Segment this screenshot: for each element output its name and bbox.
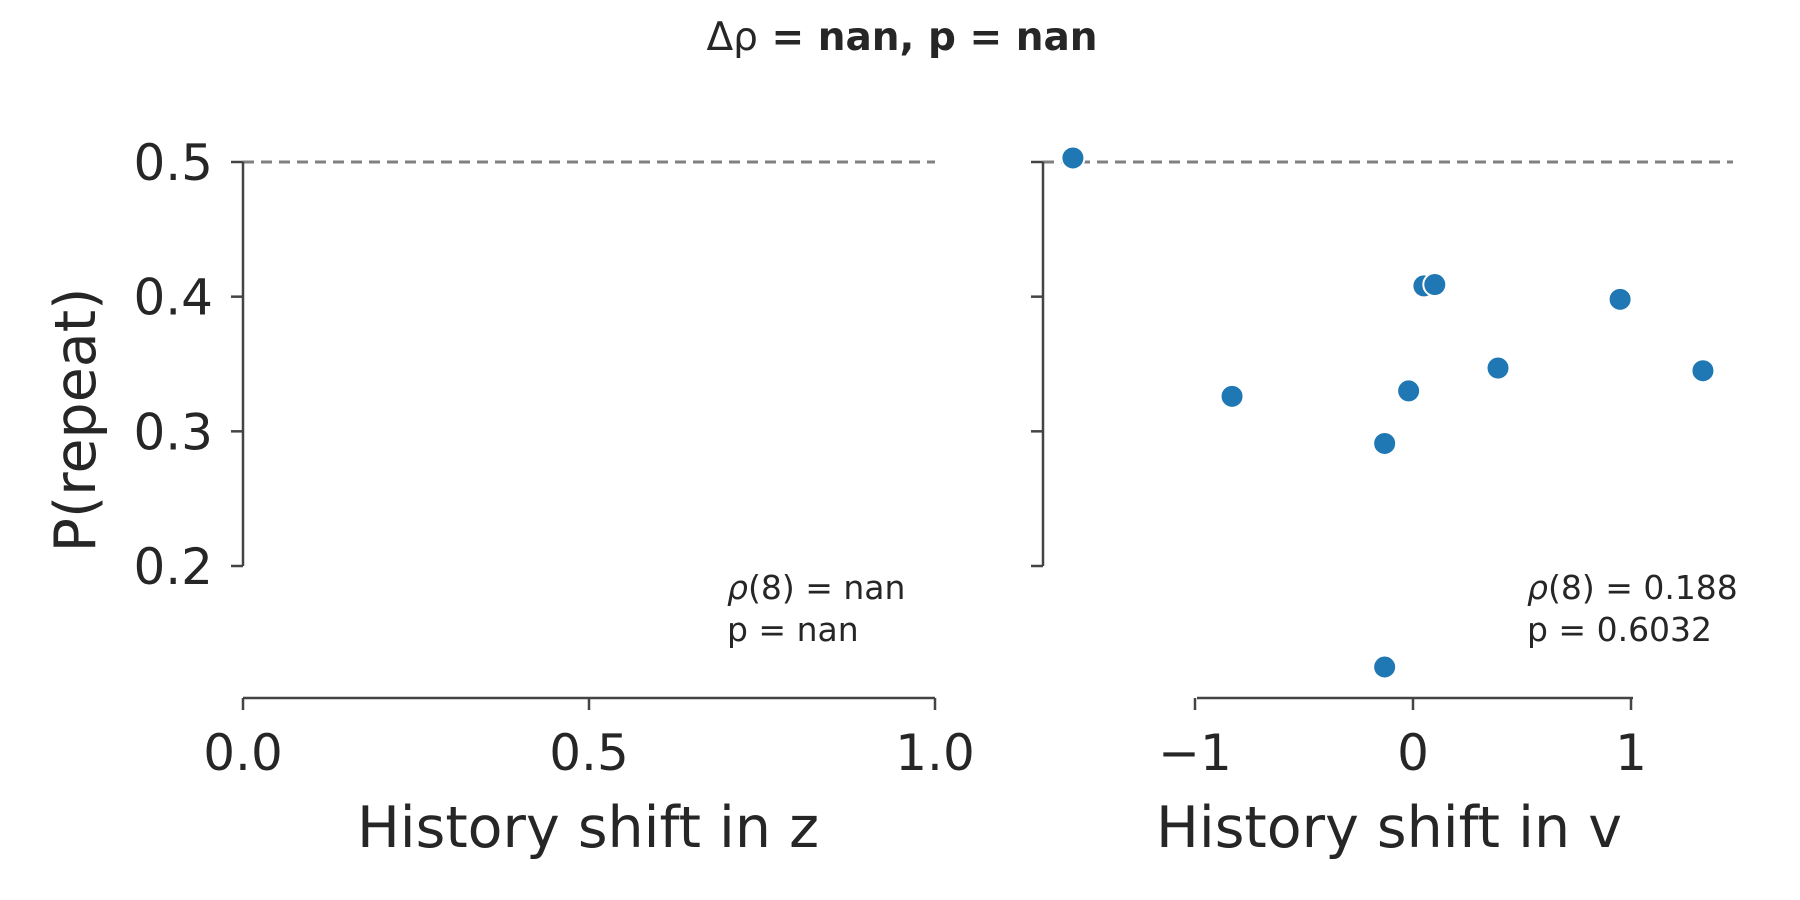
- left-y-tick-label: 0.4: [133, 269, 213, 327]
- figure-title: Δρ = nan, p = nan: [706, 15, 1097, 60]
- left-x-tick-label: 0.0: [203, 724, 283, 782]
- right-x-tick-label: 0: [1397, 724, 1429, 782]
- right-points: [1060, 145, 1716, 680]
- left-stats-rho: ρ(8) = nan: [727, 568, 905, 607]
- left-y-tick-label: 0.2: [133, 538, 213, 596]
- left-y-axis-label: P(repeat): [43, 288, 109, 553]
- right-y-ticks: [1031, 160, 1043, 568]
- scatter-point: [1485, 355, 1511, 381]
- left-x-tick-label: 0.5: [549, 724, 629, 782]
- scatter-point: [1422, 272, 1448, 298]
- scatter-point: [1607, 286, 1633, 312]
- left-rho-value: (8) = nan: [748, 568, 905, 607]
- right-x-tick-label: 1: [1615, 724, 1647, 782]
- title-delta-rho: Δρ: [706, 15, 757, 60]
- scatter-point: [1372, 654, 1398, 680]
- left-x-tick-label: 1.0: [895, 724, 975, 782]
- scatter-point: [1690, 358, 1716, 384]
- scatter-point: [1219, 383, 1245, 409]
- scatter-point: [1372, 430, 1398, 456]
- right-rho-symbol: ρ: [1527, 568, 1548, 607]
- left-panel: 0.2 0.3 0.4 0.5 0.0 0.5 1.0 P(repeat) History…: [43, 134, 975, 861]
- right-x-axis-label: History shift in v: [1156, 795, 1622, 861]
- left-x-ticks: 0.0 0.5 1.0: [203, 698, 975, 782]
- title-text: = nan, p = nan: [758, 15, 1098, 60]
- scatter-point: [1060, 145, 1086, 171]
- left-y-tick-label: 0.3: [133, 403, 213, 461]
- right-x-tick-label: −1: [1158, 724, 1232, 782]
- right-rho-value: (8) = 0.188: [1548, 568, 1738, 607]
- right-stats-p: p = 0.6032: [1527, 610, 1712, 649]
- left-rho-symbol: ρ: [727, 568, 748, 607]
- right-x-ticks: −1 0 1: [1158, 698, 1647, 782]
- left-y-ticks: 0.2 0.3 0.4 0.5: [133, 134, 243, 596]
- right-panel: −1 0 1 History shift in v ρ(8) = 0.188 p =…: [1031, 145, 1738, 861]
- left-x-axis-label: History shift in z: [357, 795, 819, 861]
- left-y-tick-label: 0.5: [133, 134, 213, 192]
- left-stats-p: p = nan: [727, 610, 859, 649]
- right-stats-rho: ρ(8) = 0.188: [1527, 568, 1738, 607]
- scatter-point: [1396, 378, 1422, 404]
